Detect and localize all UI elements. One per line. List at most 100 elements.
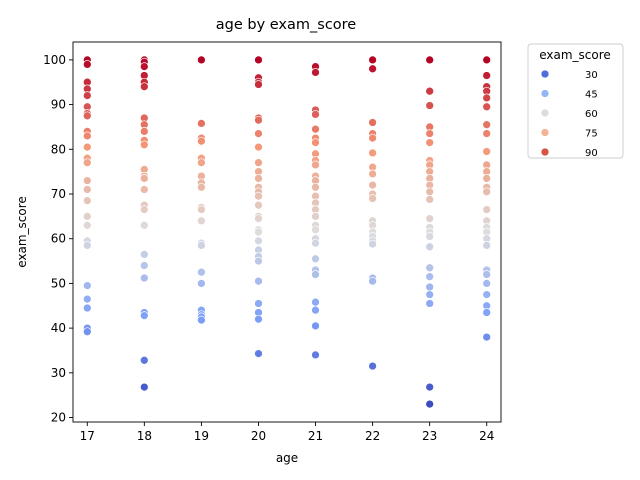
data-point [311, 138, 320, 147]
data-point [311, 297, 320, 307]
data-point [139, 62, 149, 71]
data-point [254, 174, 263, 183]
legend-label: 45 [585, 90, 598, 101]
data-point [139, 382, 149, 392]
y-tick-label: 90 [51, 98, 66, 112]
data-point [482, 55, 492, 65]
data-point [311, 124, 320, 134]
legend-box [527, 43, 624, 159]
y-tick-label: 70 [51, 187, 66, 201]
data-point [425, 382, 435, 392]
data-point [197, 182, 206, 192]
data-point [197, 241, 206, 250]
data-point [197, 158, 206, 168]
data-point [311, 182, 320, 192]
data-point [254, 227, 263, 237]
data-point [425, 187, 435, 197]
data-point [425, 86, 435, 96]
data-point [139, 140, 149, 150]
y-tick-label: 30 [51, 366, 66, 380]
data-point [425, 195, 435, 204]
data-point [368, 64, 377, 74]
data-point [254, 191, 263, 201]
data-point [197, 119, 206, 128]
data-point [139, 273, 149, 283]
y-tick-label: 20 [51, 411, 66, 425]
data-point [368, 361, 377, 371]
data-point [254, 276, 263, 286]
data-point [368, 180, 377, 190]
y-tick-label: 40 [51, 321, 66, 335]
data-point [368, 148, 377, 158]
x-tick-label: 20 [251, 429, 266, 443]
y-tick-label: 50 [51, 276, 66, 290]
data-point [254, 256, 263, 266]
data-point [254, 200, 263, 210]
x-tick-label: 21 [308, 429, 323, 443]
data-point [254, 314, 263, 324]
data-point [82, 220, 92, 230]
data-point [482, 129, 492, 138]
data-point [425, 101, 435, 110]
data-point [425, 263, 435, 273]
chart-title: age by exam_score [216, 17, 357, 33]
data-point [368, 118, 377, 127]
data-point [82, 281, 92, 290]
data-point [482, 308, 492, 317]
data-point [82, 176, 92, 185]
x-tick-label: 24 [479, 429, 494, 443]
data-point [425, 299, 435, 308]
data-point [82, 185, 92, 194]
legend-label: 90 [585, 148, 598, 159]
data-point [482, 147, 492, 156]
data-point [311, 68, 320, 77]
data-point [197, 136, 206, 146]
data-point [82, 196, 92, 206]
data-point [82, 241, 92, 250]
data-point [482, 71, 492, 80]
data-point [254, 299, 263, 308]
data-point [82, 111, 92, 121]
data-point [197, 267, 206, 277]
data-point [197, 315, 206, 325]
data-point [482, 332, 492, 342]
data-point [82, 303, 92, 313]
data-point [368, 133, 377, 143]
data-point [368, 55, 377, 65]
data-point [139, 82, 149, 92]
data-point [311, 305, 320, 315]
legend-label: 30 [585, 70, 598, 81]
data-point [82, 131, 92, 141]
data-point [139, 250, 149, 259]
legend-marker [540, 128, 550, 137]
data-point [311, 270, 320, 279]
data-point [482, 279, 492, 288]
data-point [139, 311, 149, 320]
data-point [139, 261, 149, 270]
data-point [368, 169, 377, 179]
data-point [311, 225, 320, 235]
data-point [82, 142, 92, 152]
legend: exam_score 30 45 60 75 90 [527, 43, 624, 159]
data-point [139, 185, 149, 194]
data-point [254, 142, 263, 152]
data-point [425, 138, 435, 147]
x-tick-label: 23 [422, 429, 437, 443]
data-point [311, 350, 320, 360]
data-point [139, 220, 149, 230]
legend-marker [540, 108, 550, 118]
data-point [197, 216, 206, 226]
data-point [482, 187, 492, 197]
data-point [254, 115, 263, 125]
data-point [482, 290, 492, 299]
data-point [254, 158, 263, 168]
data-point [482, 174, 492, 183]
data-point [425, 282, 435, 292]
data-point [311, 238, 320, 248]
data-point [82, 91, 92, 100]
data-point [425, 272, 435, 282]
x-tick-label: 18 [137, 429, 152, 443]
data-point [197, 55, 206, 65]
legend-marker [540, 89, 550, 98]
